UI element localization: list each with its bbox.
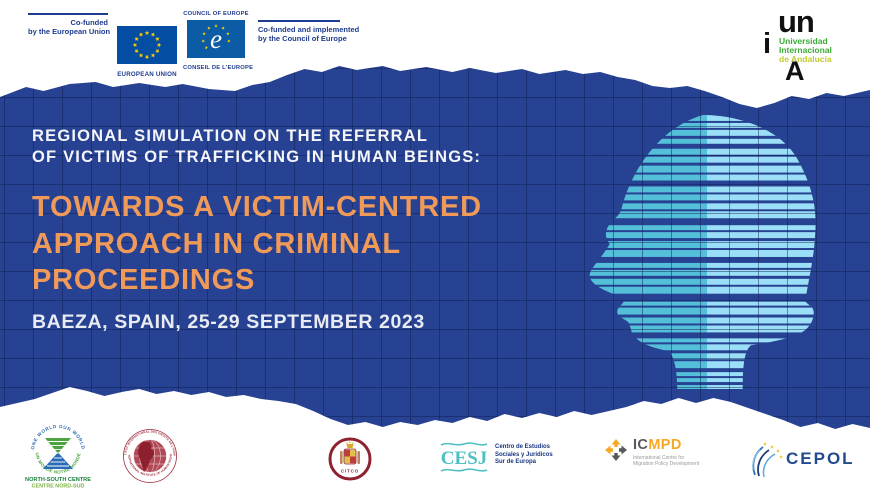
head-profile-illustration: [584, 113, 821, 391]
coe-caption-bottom: CONSEIL DE L'EUROPE: [183, 65, 254, 71]
icmpd-sub-line1: International Centre for: [633, 455, 685, 461]
cesj-name-line3: Sur de Europa: [495, 459, 537, 466]
divider-line: [28, 13, 108, 15]
cesj-acronym: CESJ: [441, 448, 487, 469]
iihr-logo: INSTITUT INTERNATIONAL DES DROITS DE L'H…: [113, 427, 177, 483]
eu-cofunded-block: Co-funded by the European Union: [28, 13, 111, 36]
unia-text-line1: Universidad: [779, 36, 828, 46]
coe-cofunded-block: Co-funded and implemented by the Council…: [258, 20, 368, 43]
coe-cofunded-line1: Co-funded and implemented: [258, 25, 360, 34]
icmpd-logo: ICMPD International Centre for Migration…: [604, 438, 699, 467]
cesj-name-line2: Sociales y Jurídicos: [495, 451, 553, 458]
unia-text-line3: de Andalucía: [779, 54, 832, 64]
cepol-logo: CEPOL: [750, 440, 855, 478]
event-title: TOWARDS A VICTIM-CENTRED APPROACH IN CRI…: [32, 189, 592, 299]
cepol-swirl-icon: [752, 442, 783, 478]
north-south-centre-logo: ONE WORLD OUR WORLD UN MONDE NOTRE MONDE…: [25, 425, 91, 489]
header-bar: Co-funded by the European Union: [0, 0, 870, 92]
divider-line: [258, 20, 340, 22]
unia-logo: un i Universidad Internacional de Andalu…: [762, 4, 838, 88]
unia-text-line2: Internacional: [779, 45, 832, 55]
cesj-wordmark-icon: CESJ: [440, 442, 488, 472]
coe-logo-icon: e: [187, 20, 245, 58]
coe-logo-block: COUNCIL OF EUROPE e CONSEIL: [183, 11, 254, 71]
unia-un-letters: un: [778, 4, 815, 39]
kicker-line1: REGIONAL SIMULATION ON THE REFERRAL: [32, 127, 429, 145]
coe-caption-top: COUNCIL OF EUROPE: [183, 11, 249, 17]
icmpd-sub-line2: Migration Policy Development: [633, 461, 700, 468]
cepol-label: CEPOL: [786, 449, 855, 468]
title-line2: APPROACH IN CRIMINAL: [32, 227, 401, 260]
eu-cofunded-line2: by the European Union: [28, 27, 111, 36]
icmpd-ic-letters: IC: [633, 437, 649, 453]
event-date-location: BAEZA, SPAIN, 25-29 SEPTEMBER 2023: [32, 311, 425, 333]
coe-e-glyph: e: [210, 24, 222, 54]
citco-logo: CITCO: [328, 437, 372, 481]
eu-flag-block: EUROPEAN UNION: [116, 26, 178, 78]
banner-panel: REGIONAL SIMULATION ON THE REFERRAL OF V…: [0, 66, 870, 429]
partner-logos-bar: ONE WORLD OUR WORLD UN MONDE NOTRE MONDE…: [0, 425, 870, 489]
unia-i-letter: i: [763, 28, 772, 60]
title-line3: PROCEEDINGS: [32, 264, 256, 296]
nsc-name-en: NORTH-SOUTH CENTRE: [25, 477, 91, 483]
event-kicker: REGIONAL SIMULATION ON THE REFERRAL OF V…: [32, 126, 592, 167]
eu-flag-icon: [117, 26, 177, 64]
title-line1: TOWARDS A VICTIM-CENTRED: [32, 191, 482, 223]
citco-label: CITCO: [341, 469, 359, 474]
icmpd-compass-icon: [605, 439, 627, 461]
nsc-name-fr: CENTRE NORD-SUD: [32, 484, 85, 489]
eu-cofunded-line1: Co-funded: [70, 18, 109, 27]
crown-icon: [346, 444, 354, 448]
eu-flag-caption: EUROPEAN UNION: [117, 71, 177, 78]
cesj-logo: CESJ Centro de Estudios Sociales y Juríd…: [438, 437, 553, 477]
unia-a-letter: A: [785, 56, 805, 86]
coe-cofunded-line2: by the Council of Europe: [258, 34, 347, 43]
icmpd-mpd-letters: MPD: [648, 437, 682, 453]
cesj-name-line1: Centro de Estudios: [495, 444, 551, 450]
kicker-line2: OF VICTIMS OF TRAFFICKING IN HUMAN BEING…: [32, 147, 482, 166]
